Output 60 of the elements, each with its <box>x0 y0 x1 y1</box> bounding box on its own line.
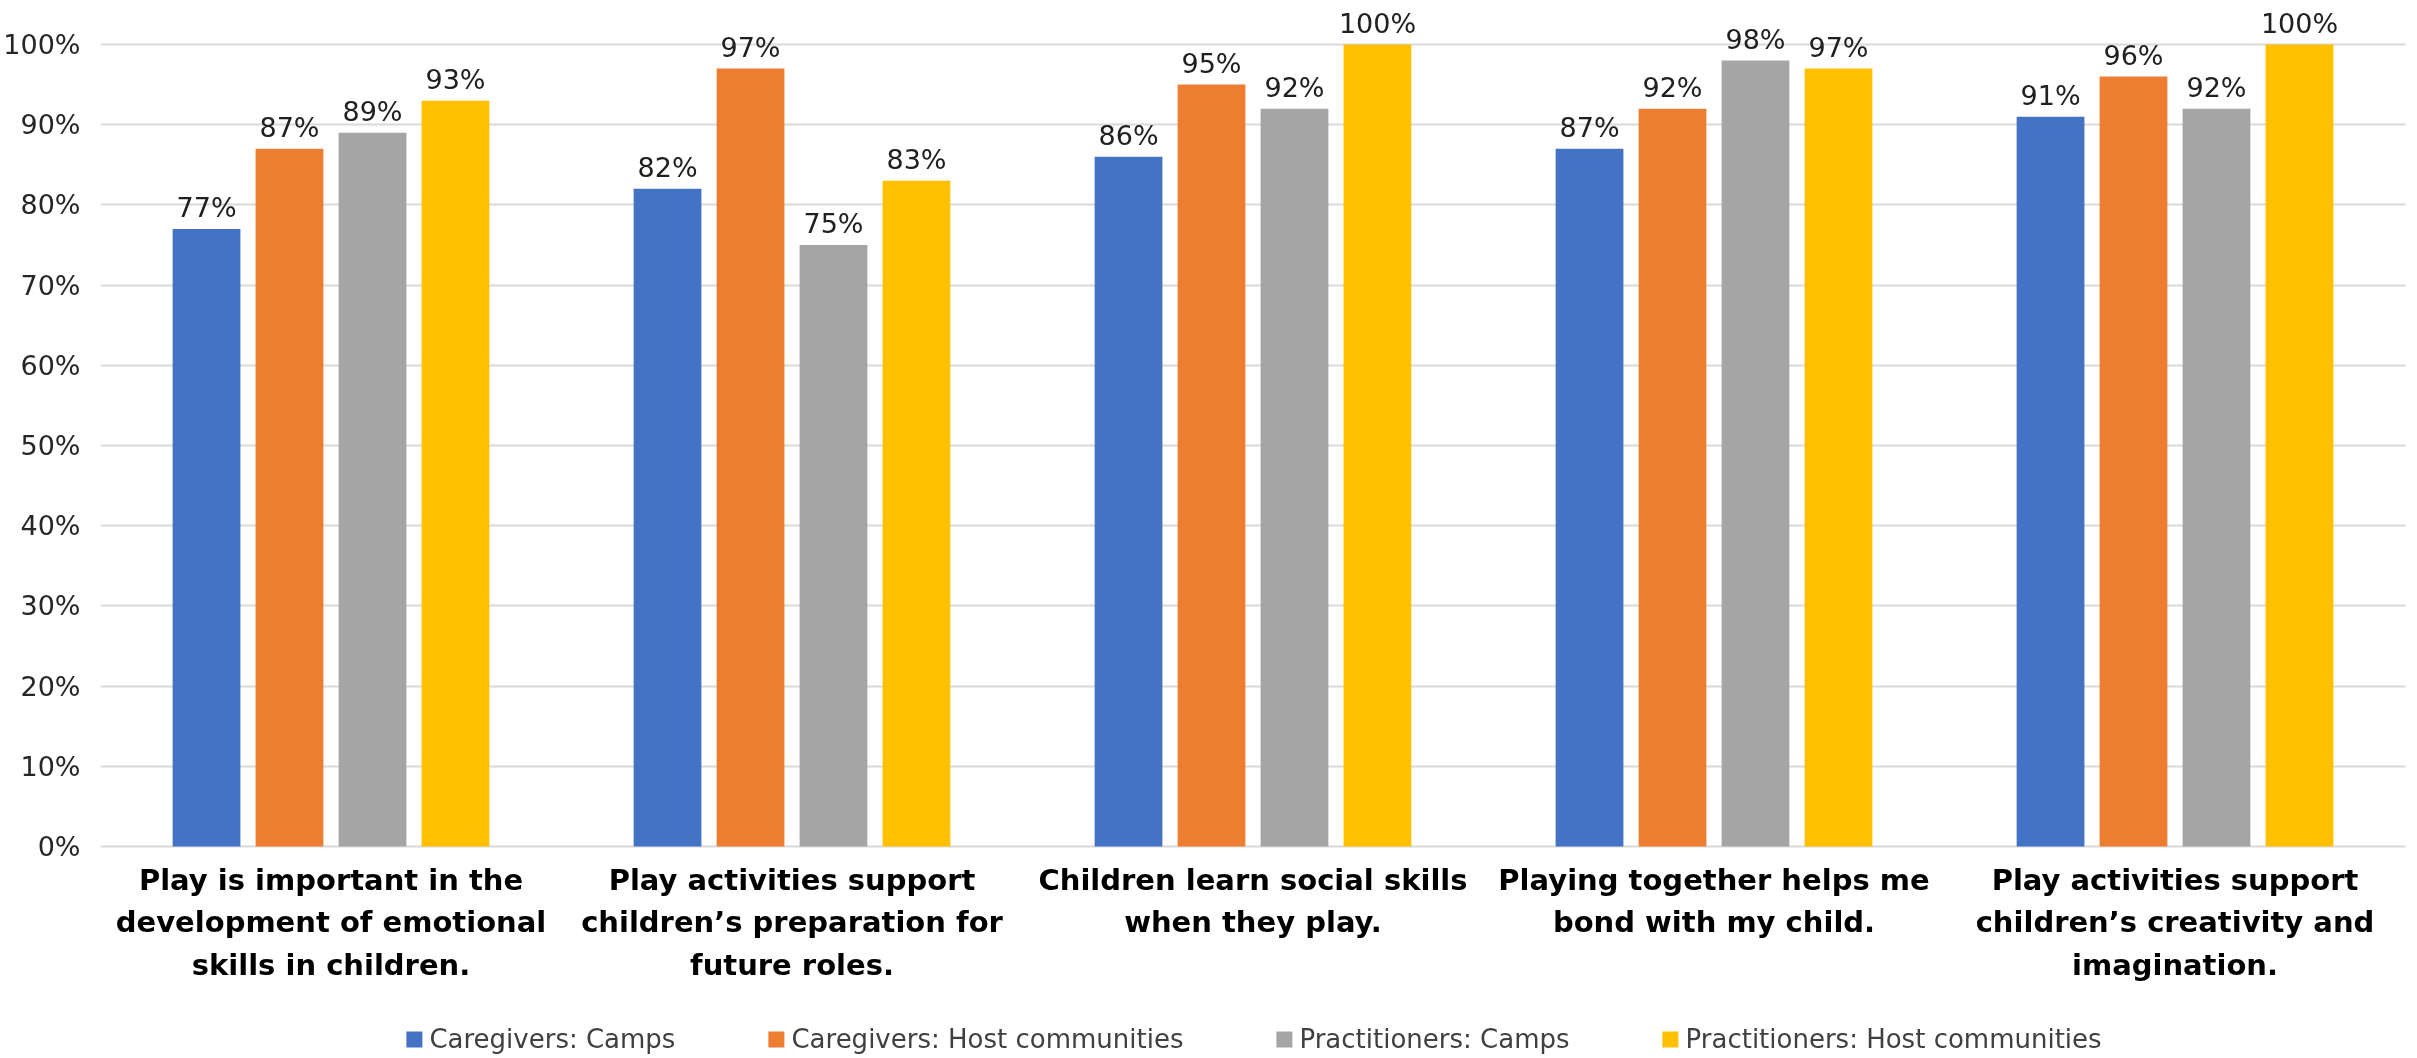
bar <box>2182 108 2251 847</box>
x-tick-label: Play activities support children’s creativity and imagination. <box>1975 862 2375 982</box>
legend-label: Caregivers: Host communities <box>791 1024 1184 1054</box>
x-tick-label: Children learn social skills when they play. <box>1038 862 1468 939</box>
data-label: 100% <box>2260 7 2339 39</box>
data-label: 95% <box>1181 47 1242 79</box>
y-tick-label: 40% <box>20 510 81 542</box>
data-label: 98% <box>1725 23 1786 55</box>
bar <box>882 180 951 847</box>
data-label: 97% <box>1808 31 1869 63</box>
legend-label: Caregivers: Camps <box>429 1024 676 1054</box>
data-label: 89% <box>342 95 403 127</box>
y-tick-label: 0% <box>37 831 81 862</box>
bar <box>2265 44 2334 847</box>
y-tick-label: 80% <box>20 189 81 221</box>
bar <box>2099 76 2168 847</box>
y-tick-label: 70% <box>20 269 81 301</box>
data-label: 77% <box>176 191 237 223</box>
bar <box>1555 148 1624 847</box>
data-label: 92% <box>1642 71 1703 103</box>
bar <box>421 100 490 847</box>
data-label: 93% <box>425 63 486 95</box>
bar <box>1804 68 1873 847</box>
bar <box>799 245 868 847</box>
x-tick-label: Play activities support children’s preparation for future roles. <box>581 862 1004 982</box>
y-tick-label: 90% <box>20 109 81 141</box>
bar <box>338 132 407 847</box>
data-label: 83% <box>886 143 947 175</box>
data-label: 92% <box>1264 71 1325 103</box>
y-tick-label: 60% <box>20 349 81 381</box>
data-label: 86% <box>1098 119 1159 151</box>
legend-label: Practitioners: Host communities <box>1685 1024 2102 1054</box>
data-label: 87% <box>259 111 320 143</box>
data-label: 82% <box>637 151 698 183</box>
bar <box>1177 84 1246 847</box>
bar <box>255 148 324 847</box>
data-label: 87% <box>1559 111 1620 143</box>
data-label: 97% <box>720 31 781 63</box>
x-tick-label: Playing together helps me bond with my child. <box>1498 862 1930 939</box>
bar <box>2016 116 2085 847</box>
y-tick-label: 100% <box>3 29 81 60</box>
bar <box>633 188 702 847</box>
data-label: 91% <box>2020 79 2081 111</box>
y-tick-label: 50% <box>20 430 81 461</box>
data-label: 100% <box>1338 7 1417 39</box>
bar <box>716 68 785 847</box>
bar <box>1638 108 1707 847</box>
bar <box>1721 60 1790 847</box>
data-label: 96% <box>2103 39 2164 71</box>
bar <box>1094 156 1163 847</box>
bar <box>1343 44 1412 847</box>
bar <box>172 228 241 847</box>
y-tick-label: 20% <box>20 670 81 702</box>
legend-label: Practitioners: Camps <box>1299 1024 1570 1054</box>
y-tick-label: 10% <box>20 750 81 782</box>
y-tick-label: 30% <box>20 590 81 622</box>
data-label: 75% <box>803 208 864 239</box>
x-tick-label: Play is important in the development of emotional skills in children. <box>115 862 547 982</box>
bar <box>1260 108 1329 847</box>
data-label: 92% <box>2186 71 2247 103</box>
